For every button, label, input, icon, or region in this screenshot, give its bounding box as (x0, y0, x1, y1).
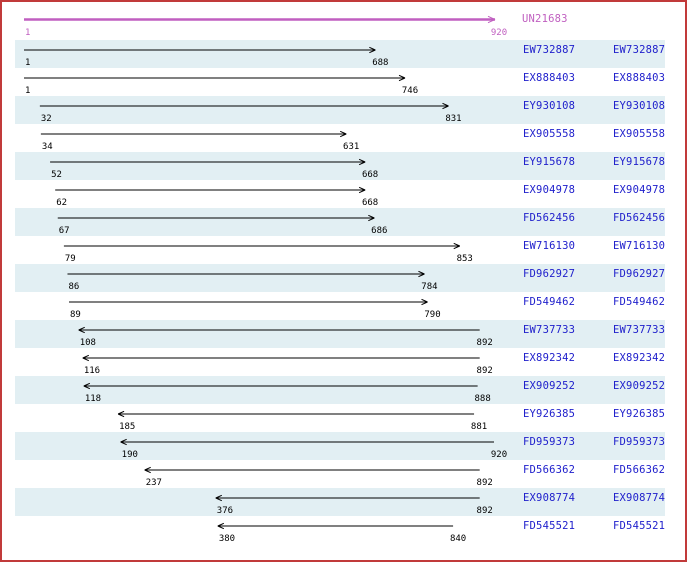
accession-link-col1[interactable]: FD562456 (523, 212, 576, 224)
alignment-row (15, 96, 665, 124)
span-end-coordinate: 831 (445, 113, 462, 124)
accession-link-col2[interactable]: EW737733 (613, 324, 666, 336)
alignment-row (15, 40, 665, 68)
span-end-coordinate: 790 (424, 309, 441, 320)
alignment-row (15, 404, 665, 432)
alignment-row (15, 124, 665, 152)
span-end-coordinate: 892 (476, 477, 493, 488)
accession-link-col1[interactable]: EX909252 (523, 380, 576, 392)
span-end-coordinate: 888 (474, 393, 491, 404)
accession-link-col2[interactable]: EX892342 (613, 352, 666, 364)
alignment-row (15, 460, 665, 488)
accession-link-col1[interactable]: FD545521 (523, 520, 576, 532)
span-end-coordinate: 840 (449, 533, 467, 544)
reference-start-label: 1 (25, 27, 31, 38)
span-end-coordinate: 920 (490, 449, 508, 460)
span-start-coordinate: 237 (145, 477, 162, 488)
span-start-coordinate: 34 (41, 141, 53, 152)
alignment-row (15, 376, 665, 404)
accession-link-col1[interactable]: EY930108 (523, 100, 576, 112)
accession-link-col2[interactable]: EY915678 (613, 156, 666, 168)
span-end-coordinate: 746 (401, 85, 419, 96)
accession-link-col2[interactable]: EX908774 (613, 492, 666, 504)
span-start-coordinate: 380 (218, 533, 236, 544)
alignment-row (15, 292, 665, 320)
span-end-coordinate: 881 (470, 421, 488, 432)
accession-link-col1[interactable]: EX905558 (523, 128, 576, 140)
span-start-coordinate: 190 (121, 449, 138, 460)
accession-link-col2[interactable]: EW732887 (613, 44, 666, 56)
alignment-row (15, 516, 665, 544)
span-start-coordinate: 79 (64, 253, 76, 264)
alignment-row (15, 208, 665, 236)
accession-link-col1[interactable]: FD959373 (523, 436, 576, 448)
span-end-coordinate: 853 (456, 253, 473, 264)
alignment-row (15, 432, 665, 460)
alignment-row (15, 320, 665, 348)
accession-link-col2[interactable]: FD549462 (613, 296, 666, 308)
accession-link-col2[interactable]: EY930108 (613, 100, 666, 112)
accession-link-col1[interactable]: EY915678 (523, 156, 576, 168)
reference-name-label: UN21683 (522, 13, 568, 25)
reference-end-label: 920 (490, 27, 508, 38)
span-start-coordinate: 108 (79, 337, 96, 348)
alignment-row (15, 488, 665, 516)
span-end-coordinate: 686 (371, 225, 388, 236)
span-start-coordinate: 62 (56, 197, 68, 208)
accession-link-col2[interactable]: FD962927 (613, 268, 666, 280)
alignment-row (15, 180, 665, 208)
alignment-row (15, 264, 665, 292)
span-end-coordinate: 892 (476, 365, 493, 376)
alignment-row (15, 152, 665, 180)
span-end-coordinate: 668 (361, 197, 379, 208)
accession-link-col2[interactable]: EX888403 (613, 72, 666, 84)
alignment-row (15, 348, 665, 376)
span-start-coordinate: 185 (119, 421, 136, 432)
accession-link-col2[interactable]: EX905558 (613, 128, 666, 140)
accession-link-col1[interactable]: EW737733 (523, 324, 576, 336)
span-start-coordinate: 1 (25, 85, 31, 96)
accession-link-col2[interactable]: EX904978 (613, 184, 666, 196)
accession-link-col1[interactable]: FD549462 (523, 296, 576, 308)
accession-link-col2[interactable]: FD959373 (613, 436, 666, 448)
span-end-coordinate: 784 (421, 281, 438, 292)
accession-link-col1[interactable]: EY926385 (523, 408, 576, 420)
span-start-coordinate: 1 (25, 57, 31, 68)
span-end-coordinate: 688 (372, 57, 389, 68)
accession-link-col2[interactable]: FD562456 (613, 212, 666, 224)
accession-link-col1[interactable]: EX904978 (523, 184, 576, 196)
accession-link-col1[interactable]: EX892342 (523, 352, 576, 364)
alignment-row (15, 236, 665, 264)
span-start-coordinate: 376 (216, 505, 234, 516)
span-start-coordinate: 52 (51, 169, 62, 180)
accession-link-col1[interactable]: FD566362 (523, 464, 576, 476)
span-end-coordinate: 892 (476, 505, 493, 516)
accession-link-col2[interactable]: EW716130 (613, 240, 666, 252)
span-start-coordinate: 116 (83, 365, 101, 376)
accession-link-col2[interactable]: EY926385 (613, 408, 666, 420)
alignment-row (15, 68, 665, 96)
accession-link-col1[interactable]: EW732887 (523, 44, 576, 56)
accession-link-col2[interactable]: FD545521 (613, 520, 666, 532)
span-end-coordinate: 892 (476, 337, 493, 348)
span-end-coordinate: 668 (361, 169, 379, 180)
accession-link-col2[interactable]: FD566362 (613, 464, 666, 476)
span-start-coordinate: 32 (40, 113, 52, 124)
accession-link-col1[interactable]: EX908774 (523, 492, 576, 504)
accession-link-col2[interactable]: EX909252 (613, 380, 666, 392)
span-start-coordinate: 89 (70, 309, 81, 320)
accession-link-col1[interactable]: FD962927 (523, 268, 576, 280)
span-start-coordinate: 118 (84, 393, 102, 404)
span-start-coordinate: 67 (58, 225, 70, 236)
span-end-coordinate: 631 (343, 141, 360, 152)
accession-link-col1[interactable]: EW716130 (523, 240, 576, 252)
span-start-coordinate: 86 (68, 281, 80, 292)
accession-link-col1[interactable]: EX888403 (523, 72, 576, 84)
